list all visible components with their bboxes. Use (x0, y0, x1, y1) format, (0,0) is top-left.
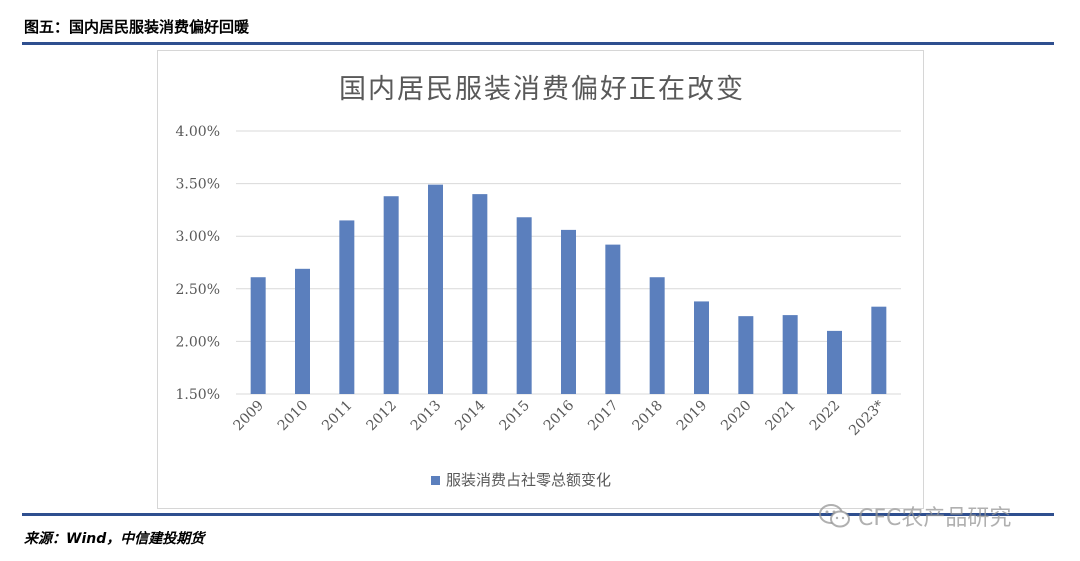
bar-2021 (782, 315, 798, 394)
y-tick-label: 2.50% (176, 282, 220, 298)
bar-2013 (428, 184, 443, 394)
x-tick-label: 2011 (319, 398, 356, 435)
x-tick-label: 2009 (230, 398, 267, 435)
x-tick-label: 2021 (762, 398, 799, 435)
y-tick-label: 1.50% (176, 387, 220, 403)
top-rule (22, 42, 1054, 45)
wechat-icon (819, 504, 850, 528)
bar-2019 (694, 301, 709, 394)
bar-2012 (383, 196, 399, 394)
y-tick-label: 2.00% (176, 334, 220, 350)
x-tick-label: 2013 (408, 398, 445, 435)
legend: 服装消费占社零总额变化 (431, 471, 611, 489)
y-tick-label: 4.00% (176, 124, 220, 140)
bottom-rule (22, 513, 1054, 516)
chart-title: 国内居民服装消费偏好正在改变 (339, 74, 745, 105)
bar-2009 (250, 277, 266, 394)
bar-2018 (649, 277, 665, 394)
x-tick-label: 2022 (807, 398, 844, 435)
y-tick-label: 3.00% (176, 229, 220, 245)
bar-2022 (827, 330, 842, 394)
chart-frame: 国内居民服装消费偏好正在改变 4.00% 3.50% 3.00% 2.50% 2.00%… (157, 50, 924, 509)
bar-2020 (738, 316, 754, 394)
bar-2015 (516, 217, 532, 394)
x-tick-label: 2012 (363, 398, 400, 435)
bar-2011 (339, 220, 355, 394)
watermark: CFC农产品研究 (818, 500, 1011, 532)
legend-swatch (431, 476, 440, 485)
x-tick-label: 2018 (629, 398, 666, 435)
bar-2014 (472, 194, 488, 394)
x-tick-label: 2017 (585, 398, 622, 435)
x-tick-label: 2020 (718, 398, 755, 435)
x-tick-label: 2010 (275, 398, 312, 435)
x-tick-label: 2016 (541, 397, 578, 434)
source-note: 来源：Wind，中信建投期货 (24, 531, 205, 547)
bar-2016 (561, 229, 576, 394)
bar-2017 (605, 244, 621, 394)
figure-caption: 图五：国内居民服装消费偏好回暖 (24, 18, 250, 36)
x-tick-label: 2014 (452, 397, 489, 434)
bar-2023* (871, 306, 887, 394)
y-tick-label: 3.50% (176, 177, 220, 193)
legend-label: 服装消费占社零总额变化 (446, 471, 611, 489)
watermark-text: CFC农产品研究 (858, 506, 1012, 531)
x-tick-label: 2015 (496, 398, 533, 435)
x-tick-label: 2023* (846, 398, 887, 439)
bar-2010 (295, 268, 310, 394)
bar-chart: 国内居民服装消费偏好正在改变 4.00% 3.50% 3.00% 2.50% 2.00%… (176, 74, 901, 489)
x-tick-label: 2019 (674, 398, 711, 435)
